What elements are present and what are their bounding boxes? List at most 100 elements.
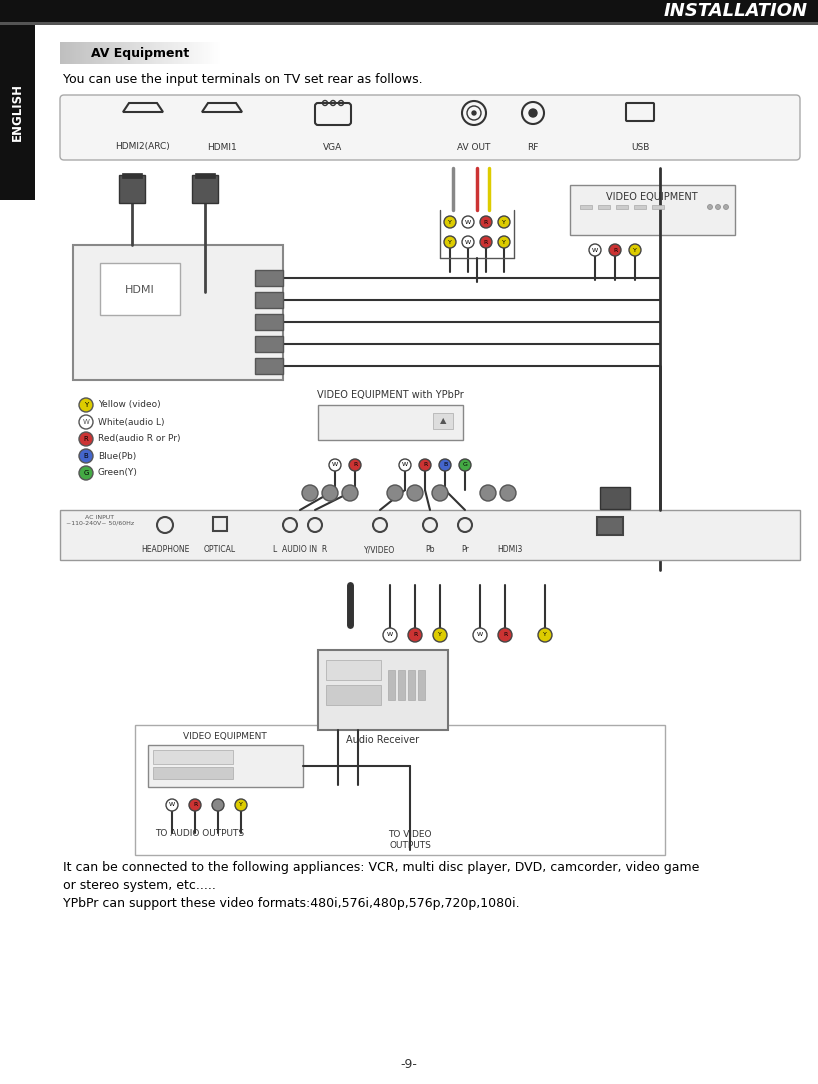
Bar — [134, 42, 136, 64]
Bar — [108, 42, 110, 64]
Bar — [114, 42, 116, 64]
Bar — [255, 358, 283, 374]
Bar — [192, 175, 218, 203]
Bar — [202, 42, 204, 64]
Text: W: W — [465, 219, 471, 224]
Bar — [326, 660, 381, 680]
Bar — [118, 42, 120, 64]
Circle shape — [79, 415, 93, 429]
Circle shape — [459, 459, 471, 472]
Bar — [212, 42, 214, 64]
Bar — [210, 42, 212, 64]
Bar — [140, 42, 142, 64]
Text: -9-: -9- — [401, 1058, 417, 1071]
Circle shape — [383, 628, 397, 642]
Bar — [190, 42, 192, 64]
Bar — [138, 42, 140, 64]
Circle shape — [498, 236, 510, 248]
Text: Y: Y — [448, 219, 452, 224]
Circle shape — [79, 466, 93, 480]
Circle shape — [444, 236, 456, 248]
Bar — [195, 173, 215, 178]
Circle shape — [589, 244, 601, 256]
Text: G: G — [462, 463, 467, 467]
Bar — [178, 42, 180, 64]
Bar — [142, 42, 144, 64]
Bar — [136, 42, 138, 64]
Bar — [96, 42, 98, 64]
Circle shape — [166, 799, 178, 811]
Circle shape — [302, 485, 318, 501]
Bar — [120, 42, 122, 64]
Text: Pb: Pb — [425, 545, 434, 555]
Circle shape — [399, 459, 411, 472]
Bar — [132, 42, 134, 64]
Text: AC INPUT
~110-240V~ 50/60Hz: AC INPUT ~110-240V~ 50/60Hz — [66, 515, 134, 526]
Bar — [72, 42, 74, 64]
Text: Green(Y): Green(Y) — [98, 468, 138, 477]
Bar — [128, 42, 130, 64]
Text: TO VIDEO
OUTPUTS: TO VIDEO OUTPUTS — [389, 830, 432, 850]
Circle shape — [480, 216, 492, 228]
Bar — [326, 685, 381, 705]
Bar — [152, 42, 154, 64]
Circle shape — [708, 205, 712, 209]
Bar — [206, 42, 208, 64]
Text: TO AUDIO OUTPUTS: TO AUDIO OUTPUTS — [155, 828, 245, 838]
Text: Blue(Pb): Blue(Pb) — [98, 452, 137, 461]
Bar — [580, 205, 592, 209]
Bar — [216, 42, 218, 64]
Bar — [194, 42, 196, 64]
Bar — [196, 42, 198, 64]
Text: R: R — [353, 463, 357, 467]
Text: You can use the input terminals on TV set rear as follows.: You can use the input terminals on TV se… — [63, 74, 423, 87]
Text: Y/VIDEO: Y/VIDEO — [364, 545, 396, 555]
Text: Y: Y — [84, 402, 88, 408]
Text: VGA: VGA — [323, 142, 343, 152]
Bar — [153, 750, 233, 764]
Bar — [616, 205, 628, 209]
Text: R: R — [613, 247, 617, 253]
Bar — [68, 42, 70, 64]
Circle shape — [79, 433, 93, 446]
Bar — [318, 405, 463, 440]
Bar — [60, 42, 62, 64]
Circle shape — [480, 485, 496, 501]
Text: G: G — [83, 470, 88, 476]
Circle shape — [189, 799, 201, 811]
Text: R: R — [423, 463, 427, 467]
Bar — [198, 42, 200, 64]
Text: R: R — [413, 632, 417, 637]
Circle shape — [480, 236, 492, 248]
Text: AV Equipment: AV Equipment — [91, 47, 189, 60]
Text: HDMI2(ARC): HDMI2(ARC) — [115, 142, 170, 152]
Bar — [98, 42, 100, 64]
Bar — [255, 336, 283, 352]
Bar — [135, 725, 665, 855]
Bar — [74, 42, 76, 64]
Bar — [598, 205, 610, 209]
Circle shape — [433, 628, 447, 642]
Bar — [398, 670, 405, 700]
Circle shape — [473, 628, 487, 642]
Bar — [146, 42, 148, 64]
Bar — [182, 42, 184, 64]
Circle shape — [432, 485, 448, 501]
Text: or stereo system, etc.....: or stereo system, etc..... — [63, 878, 216, 891]
Text: L  AUDIO IN  R: L AUDIO IN R — [273, 545, 327, 555]
Circle shape — [342, 485, 358, 501]
Text: R: R — [484, 240, 488, 245]
Circle shape — [462, 216, 474, 228]
Bar — [166, 42, 168, 64]
Text: Y: Y — [543, 632, 547, 637]
Bar — [0, 0, 818, 22]
Text: W: W — [465, 240, 471, 245]
Bar — [255, 270, 283, 286]
Bar — [112, 42, 114, 64]
Bar — [73, 245, 283, 380]
Text: INSTALLATION: INSTALLATION — [664, 2, 808, 20]
Bar — [158, 42, 160, 64]
Bar — [122, 42, 124, 64]
Text: B: B — [83, 453, 88, 459]
FancyBboxPatch shape — [60, 95, 800, 160]
